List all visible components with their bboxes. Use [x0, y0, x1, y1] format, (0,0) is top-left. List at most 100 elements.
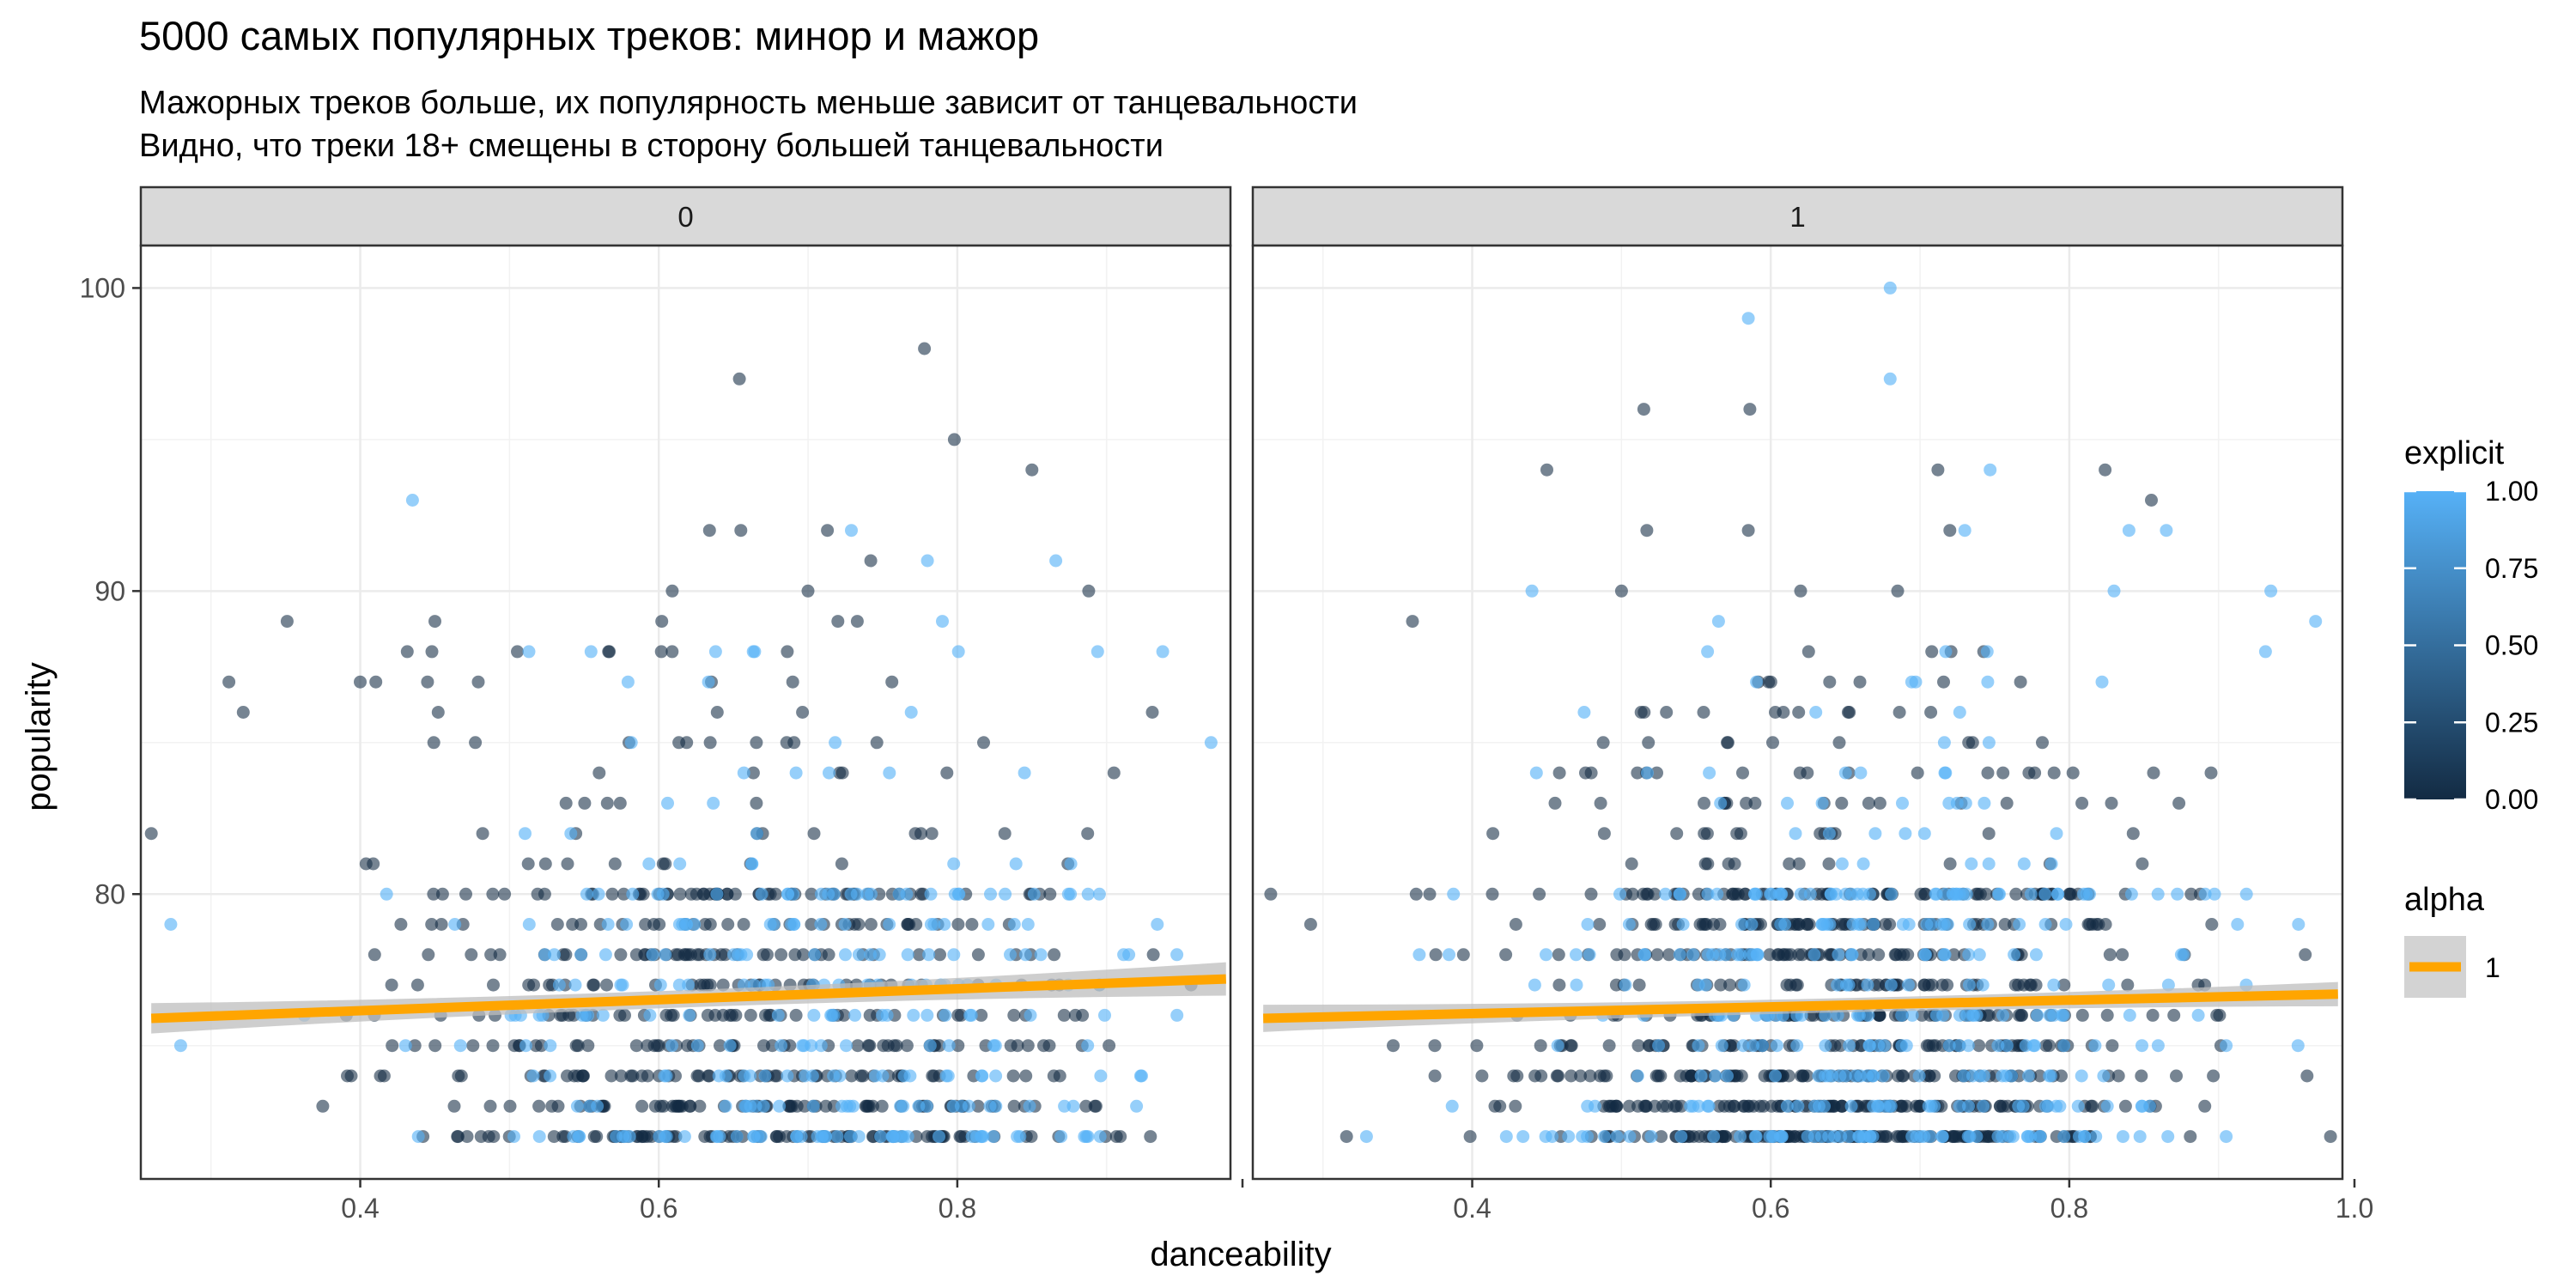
data-point: [1456, 948, 1470, 962]
data-point: [1781, 796, 1794, 810]
data-point: [2038, 1099, 2052, 1113]
data-point: [1819, 1039, 1832, 1053]
data-point: [1949, 887, 1963, 901]
data-point: [1845, 948, 1859, 962]
data-point: [746, 766, 760, 780]
data-point: [1735, 918, 1748, 931]
data-point: [696, 887, 710, 901]
data-point: [2231, 918, 2245, 931]
data-point: [425, 645, 439, 659]
data-point: [2111, 1069, 2125, 1083]
data-point: [801, 584, 815, 598]
data-point: [1660, 706, 1674, 719]
data-point: [2116, 948, 2129, 962]
data-point: [431, 706, 445, 719]
data-point: [1674, 1099, 1688, 1113]
data-point: [1783, 978, 1797, 992]
data-point: [708, 645, 722, 659]
data-point: [2151, 887, 2165, 901]
data-point: [1966, 1008, 1980, 1022]
data-point: [1702, 1099, 1716, 1113]
data-point: [466, 1039, 480, 1053]
data-point: [1019, 1069, 1033, 1083]
data-point: [626, 887, 640, 901]
data-point: [1651, 1069, 1665, 1083]
data-point: [1570, 948, 1583, 962]
data-point: [1423, 887, 1437, 901]
data-point: [1692, 978, 1705, 992]
data-point: [377, 1069, 391, 1083]
data-point: [1018, 948, 1032, 962]
data-point: [1978, 796, 1991, 810]
data-point: [1772, 887, 1786, 901]
points: [1264, 281, 2337, 1144]
data-point: [1777, 706, 1790, 719]
data-point: [710, 706, 724, 719]
data-point: [1711, 615, 1725, 629]
data-point: [1463, 1130, 1477, 1144]
data-point: [806, 1099, 820, 1113]
data-point: [1835, 796, 1849, 810]
data-point: [1981, 675, 1995, 689]
data-point: [1652, 1039, 1666, 1053]
data-point: [1552, 978, 1566, 992]
data-point: [2014, 675, 2027, 689]
data-point: [1849, 1069, 1862, 1083]
data-point: [669, 1069, 682, 1083]
data-point: [1863, 887, 1876, 901]
data-point: [1764, 887, 1777, 901]
facet-panel-0: 0 0.4 0.6 0.8 80 90 100: [80, 185, 1244, 1224]
data-point: [1977, 1099, 1990, 1113]
data-point: [1447, 887, 1461, 901]
data-point: [584, 645, 598, 659]
data-point: [690, 1039, 704, 1053]
data-point: [2126, 827, 2140, 841]
data-point: [2167, 1008, 2181, 1022]
data-point: [1600, 1069, 1613, 1083]
data-point: [989, 1069, 1003, 1083]
data-point: [1822, 827, 1836, 841]
data-point: [1146, 948, 1160, 962]
data-point: [2022, 1069, 2035, 1083]
data-point: [1867, 918, 1880, 931]
data-point: [511, 645, 524, 659]
data-point: [1762, 675, 1776, 689]
data-point: [737, 766, 750, 780]
data-point: [1882, 1099, 1896, 1113]
data-point: [781, 645, 794, 659]
data-point: [577, 1069, 590, 1083]
data-point: [236, 706, 250, 719]
data-point: [954, 1008, 968, 1022]
data-point: [598, 948, 612, 962]
data-point: [852, 948, 866, 962]
data-point: [975, 1008, 988, 1022]
data-point: [1915, 1008, 1929, 1022]
data-point: [2059, 918, 2073, 931]
data-point: [1064, 857, 1078, 871]
data-point: [2198, 1099, 2212, 1113]
data-point: [1428, 1069, 1442, 1083]
data-point: [1550, 1069, 1564, 1083]
data-point: [570, 1099, 584, 1113]
data-point: [646, 948, 659, 962]
data-point: [2088, 1039, 2102, 1053]
data-point: [173, 1039, 187, 1053]
data-point: [1895, 1008, 1909, 1022]
data-point: [1009, 857, 1023, 871]
data-point: [1872, 948, 1886, 962]
data-point: [719, 1099, 732, 1113]
data-point: [1264, 887, 1278, 901]
data-point: [1673, 948, 1686, 962]
data-point: [1623, 1130, 1637, 1144]
data-point: [2029, 978, 2043, 992]
data-point: [1936, 1008, 1950, 1022]
data-point: [1984, 463, 1997, 477]
data-point: [1742, 1099, 1756, 1113]
data-point: [1790, 1039, 1804, 1053]
data-point: [1925, 645, 1939, 659]
data-point: [1622, 918, 1636, 931]
data-point: [1812, 1069, 1826, 1083]
data-point: [1822, 857, 1836, 871]
data-point: [2292, 918, 2306, 931]
data-point: [1852, 1130, 1866, 1144]
